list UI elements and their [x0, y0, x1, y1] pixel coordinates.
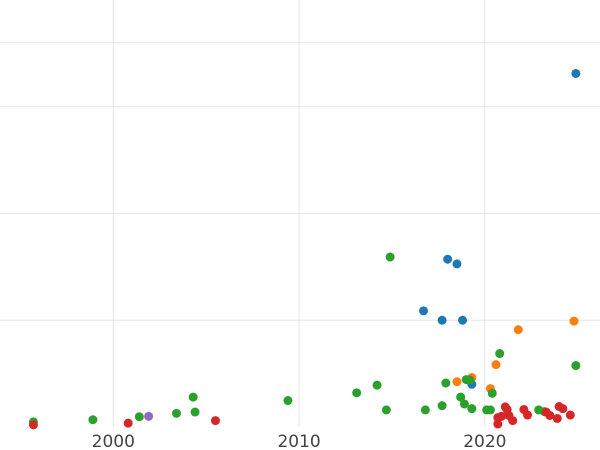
- x-axis-tick-labels: 2000 2010 2020: [92, 432, 507, 450]
- data-point: [458, 315, 468, 325]
- data-point: [28, 420, 38, 430]
- data-point: [190, 407, 200, 417]
- data-point: [487, 388, 497, 398]
- data-point: [352, 388, 362, 398]
- data-point: [419, 306, 429, 316]
- data-point: [569, 316, 579, 326]
- data-point: [452, 377, 462, 387]
- data-point: [513, 325, 523, 335]
- data-point: [452, 259, 462, 269]
- data-point: [545, 410, 555, 420]
- data-point: [443, 254, 453, 264]
- data-point: [456, 392, 466, 402]
- data-point: [508, 416, 518, 426]
- data-point: [420, 405, 430, 415]
- horizontal-gridlines: [0, 42, 600, 321]
- data-point: [523, 410, 533, 420]
- data-point: [493, 419, 503, 429]
- data-point: [497, 411, 507, 421]
- data-point: [565, 410, 575, 420]
- data-point: [558, 404, 568, 414]
- data-point: [381, 405, 391, 415]
- data-point: [485, 405, 495, 415]
- data-point: [437, 315, 447, 325]
- data-point: [134, 412, 144, 422]
- x-tick-label: 2020: [463, 432, 506, 450]
- data-point: [467, 404, 477, 414]
- data-point: [571, 361, 581, 371]
- data-point: [385, 252, 395, 262]
- data-points: [28, 68, 581, 430]
- data-point: [188, 392, 198, 402]
- x-tick-label: 2010: [277, 432, 320, 450]
- data-point: [441, 378, 451, 388]
- x-tick-label: 2000: [92, 432, 135, 450]
- data-point: [88, 415, 98, 425]
- data-point: [123, 418, 133, 428]
- data-point: [459, 399, 469, 409]
- data-point: [144, 411, 154, 421]
- data-point: [283, 396, 293, 406]
- data-point: [491, 360, 501, 370]
- data-point: [210, 416, 220, 426]
- data-point: [552, 413, 562, 423]
- data-point: [171, 408, 181, 418]
- data-point: [437, 401, 447, 411]
- data-point: [372, 380, 382, 390]
- data-point: [571, 68, 581, 78]
- data-point: [465, 375, 475, 385]
- data-point: [495, 349, 505, 359]
